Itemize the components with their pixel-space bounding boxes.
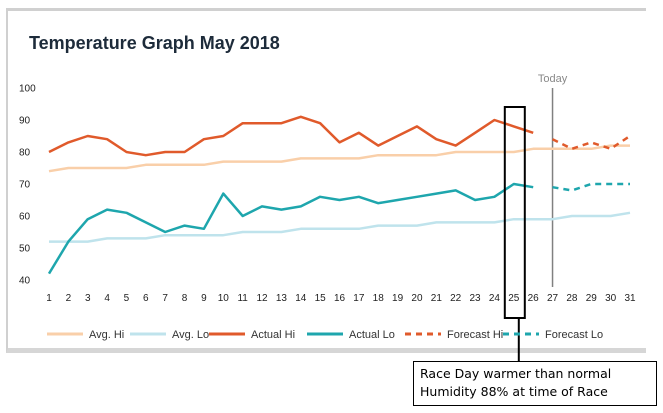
y-tick-label: 80 bbox=[19, 148, 31, 159]
x-tick-label: 10 bbox=[218, 293, 230, 304]
callout-line-1: Race Day warmer than normal bbox=[420, 366, 612, 381]
series-line-forecast-lo bbox=[552, 182, 630, 192]
x-tick-label: 31 bbox=[624, 293, 636, 304]
x-tick-label: 8 bbox=[182, 293, 188, 304]
legend-label: Avg. Lo bbox=[172, 329, 209, 341]
legend-item: Forecast Hi bbox=[405, 329, 503, 341]
series-line-actual-hi bbox=[48, 115, 534, 157]
legend-item: Actual Lo bbox=[307, 329, 395, 341]
race-day-highlight bbox=[503, 106, 526, 361]
y-tick-label: 50 bbox=[19, 244, 31, 255]
race-day-box bbox=[503, 106, 526, 319]
callout-line-2: Humidity 88% at time of Race bbox=[420, 384, 608, 399]
y-tick-label: 60 bbox=[19, 212, 31, 223]
legend-item: Avg. Lo bbox=[130, 329, 209, 341]
legend-label: Actual Lo bbox=[349, 329, 395, 341]
x-tick-label: 27 bbox=[547, 293, 559, 304]
legend-label: Forecast Hi bbox=[447, 329, 503, 341]
x-tick-label: 12 bbox=[256, 293, 268, 304]
chart-card: Temperature Graph May 2018 bbox=[6, 8, 646, 353]
x-tick-label: 24 bbox=[489, 293, 501, 304]
x-tick-label: 16 bbox=[334, 293, 346, 304]
x-tick-label: 11 bbox=[237, 293, 248, 304]
x-tick-label: 25 bbox=[508, 293, 520, 304]
series-line-avg-lo bbox=[49, 211, 631, 243]
series-line-forecast-hi bbox=[551, 134, 631, 151]
legend-item: Actual Hi bbox=[209, 329, 295, 341]
x-tick-label: 14 bbox=[295, 293, 307, 304]
series-line-actual-lo bbox=[47, 182, 534, 275]
legend-label: Avg. Hi bbox=[89, 329, 124, 341]
x-tick-label: 3 bbox=[85, 293, 91, 304]
x-tick-label: 13 bbox=[276, 293, 288, 304]
series-group bbox=[47, 115, 631, 275]
x-tick-label: 4 bbox=[104, 293, 110, 304]
y-axis: 40 50 60 70 80 90 100 bbox=[19, 84, 36, 287]
x-tick-label: 5 bbox=[124, 293, 130, 304]
y-tick-label: 70 bbox=[19, 180, 31, 191]
race-day-callout: Race Day warmer than normal Humidity 88%… bbox=[413, 361, 657, 406]
x-tick-label: 1 bbox=[46, 293, 52, 304]
x-tick-label: 20 bbox=[411, 293, 423, 304]
x-tick-label: 2 bbox=[66, 293, 72, 304]
y-tick-label: 90 bbox=[19, 116, 31, 127]
x-tick-label: 6 bbox=[143, 293, 149, 304]
x-tick-label: 18 bbox=[373, 293, 385, 304]
x-tick-label: 9 bbox=[201, 293, 207, 304]
chart-title: Temperature Graph May 2018 bbox=[29, 33, 280, 53]
y-tick-label: 100 bbox=[19, 84, 36, 95]
x-tick-label: 19 bbox=[392, 293, 404, 304]
x-tick-label: 26 bbox=[528, 293, 540, 304]
x-tick-label: 15 bbox=[315, 293, 327, 304]
x-tick-label: 30 bbox=[605, 293, 617, 304]
x-tick-label: 17 bbox=[353, 293, 365, 304]
series-line-avg-hi bbox=[48, 144, 630, 173]
x-tick-label: 21 bbox=[431, 293, 443, 304]
x-tick-label: 22 bbox=[450, 293, 462, 304]
legend-label: Forecast Lo bbox=[545, 329, 603, 341]
legend: Avg. Hi Avg. Lo Actual Hi Actual Lo Forecast… bbox=[47, 329, 603, 341]
y-tick-label: 40 bbox=[19, 276, 31, 287]
x-tick-label: 28 bbox=[566, 293, 578, 304]
legend-item: Forecast Lo bbox=[503, 329, 603, 341]
x-tick-label: 23 bbox=[470, 293, 482, 304]
legend-label: Actual Hi bbox=[251, 329, 295, 341]
today-marker: Today bbox=[538, 73, 568, 287]
legend-item: Avg. Hi bbox=[47, 329, 124, 341]
x-tick-label: 29 bbox=[586, 293, 598, 304]
x-axis: 1 2 3 4 5 6 7 8 9 10 11 12 13 14 15 16 17 18 19 20 21 22 23 24 2… bbox=[46, 293, 636, 304]
x-tick-label: 7 bbox=[162, 293, 168, 304]
today-label: Today bbox=[538, 73, 568, 85]
